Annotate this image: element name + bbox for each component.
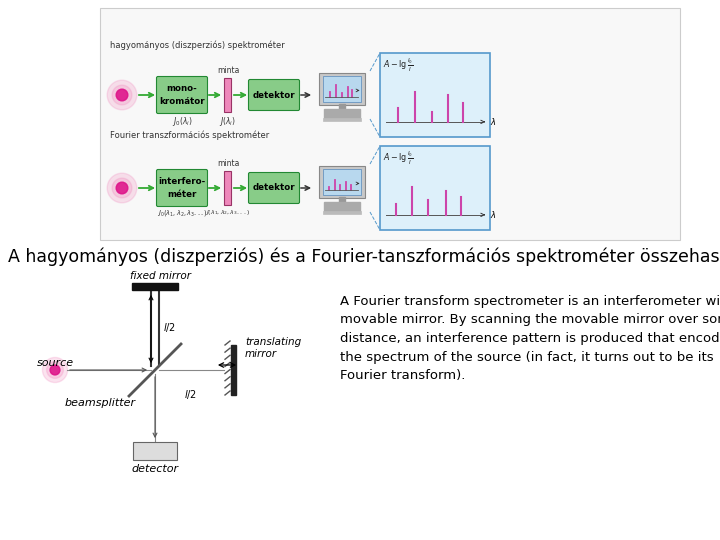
Bar bbox=[100, 8, 680, 240]
Bar bbox=[224, 171, 231, 205]
Text: $\lambda$: $\lambda$ bbox=[490, 210, 497, 220]
Text: $A-\lg\frac{I_0}{I}$: $A-\lg\frac{I_0}{I}$ bbox=[383, 57, 413, 75]
Text: source: source bbox=[37, 358, 73, 368]
Text: $A-\lg\frac{I_0}{I}$: $A-\lg\frac{I_0}{I}$ bbox=[383, 150, 413, 167]
Text: minta: minta bbox=[217, 66, 239, 75]
Text: $\lambda$: $\lambda$ bbox=[490, 117, 497, 127]
Bar bbox=[380, 53, 490, 137]
Circle shape bbox=[112, 85, 132, 105]
Text: mono-: mono- bbox=[166, 84, 197, 93]
Bar bbox=[338, 197, 346, 202]
Bar bbox=[323, 168, 361, 194]
Circle shape bbox=[117, 90, 127, 100]
FancyBboxPatch shape bbox=[156, 77, 207, 113]
Text: interfero-: interfero- bbox=[158, 177, 206, 186]
Text: minta: minta bbox=[217, 159, 239, 168]
Circle shape bbox=[107, 173, 137, 203]
Text: kromátor: kromátor bbox=[159, 97, 204, 106]
Circle shape bbox=[107, 80, 137, 110]
Bar bbox=[323, 118, 361, 121]
Bar bbox=[338, 104, 346, 110]
Bar bbox=[231, 345, 236, 395]
Text: detektor: detektor bbox=[253, 91, 295, 99]
Bar bbox=[132, 283, 178, 290]
Text: $J_0(\lambda_1,\lambda_2,\lambda_3 ...)$: $J_0(\lambda_1,\lambda_2,\lambda_3 ...)$ bbox=[156, 208, 207, 218]
Bar bbox=[380, 146, 490, 230]
Bar bbox=[323, 76, 361, 102]
Circle shape bbox=[116, 89, 128, 101]
Circle shape bbox=[47, 362, 63, 379]
Text: $l/2$: $l/2$ bbox=[163, 321, 176, 334]
Text: detektor: detektor bbox=[253, 184, 295, 192]
Text: A hagyományos (diszperziós) és a Fourier-tanszformációs spektrométer összehasonl: A hagyományos (diszperziós) és a Fourier… bbox=[8, 248, 720, 267]
Text: $J(\lambda_1,\lambda_2,\lambda_3 ...)$: $J(\lambda_1,\lambda_2,\lambda_3 ...)$ bbox=[205, 208, 251, 217]
Circle shape bbox=[117, 183, 127, 193]
Circle shape bbox=[50, 365, 60, 375]
Circle shape bbox=[116, 182, 128, 194]
Circle shape bbox=[112, 178, 132, 198]
Circle shape bbox=[51, 366, 59, 374]
Circle shape bbox=[42, 357, 68, 382]
Bar bbox=[324, 109, 360, 118]
Text: A Fourier transform spectrometer is an interferometer with a
movable mirror. By : A Fourier transform spectrometer is an i… bbox=[340, 295, 720, 382]
Bar bbox=[319, 166, 365, 198]
Text: beamsplitter: beamsplitter bbox=[65, 398, 136, 408]
Text: detector: detector bbox=[132, 464, 179, 474]
Text: fixed mirror: fixed mirror bbox=[130, 271, 191, 281]
FancyBboxPatch shape bbox=[248, 79, 300, 111]
Text: $J(\lambda_i)$: $J(\lambda_i)$ bbox=[220, 115, 237, 128]
Text: Fourier transzformációs spektrométer: Fourier transzformációs spektrométer bbox=[110, 131, 269, 140]
Text: translating
mirror: translating mirror bbox=[245, 337, 301, 359]
FancyBboxPatch shape bbox=[156, 170, 207, 206]
Bar bbox=[224, 78, 231, 112]
Bar bbox=[319, 73, 365, 105]
Bar bbox=[324, 202, 360, 211]
Text: $l/2$: $l/2$ bbox=[184, 388, 197, 401]
Text: hagyományos (diszperziós) spektrométer: hagyományos (diszperziós) spektrométer bbox=[110, 40, 284, 50]
FancyBboxPatch shape bbox=[248, 172, 300, 204]
Text: méter: méter bbox=[167, 190, 197, 199]
Bar bbox=[133, 442, 177, 460]
Text: $J_0(\lambda_i)$: $J_0(\lambda_i)$ bbox=[171, 115, 192, 128]
Bar bbox=[323, 211, 361, 214]
